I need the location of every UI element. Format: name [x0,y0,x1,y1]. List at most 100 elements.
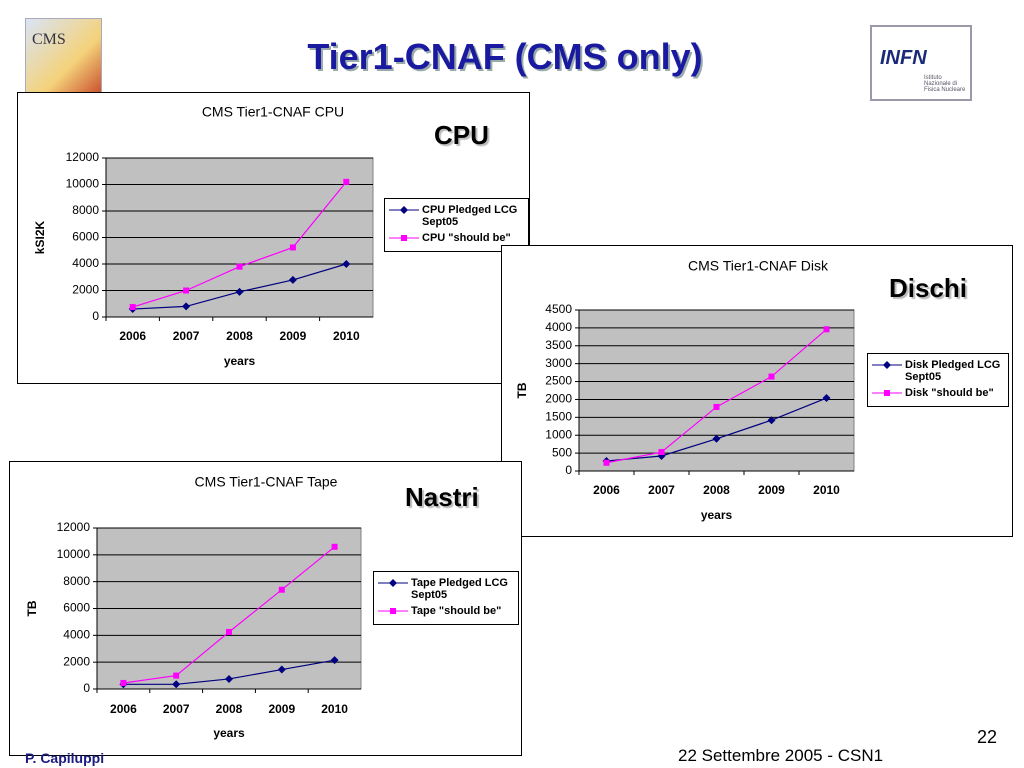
marker [289,244,296,251]
x-tick-label: 2009 [758,483,785,497]
legend-label: Tape Pledged LCG Sept05 [411,577,508,601]
marker [712,434,721,443]
x-tick-label: 2008 [703,483,730,497]
infn-logo-subtitle: Istituto Nazionale di Fisica Nucleare [924,75,966,93]
y-tick-label: 2000 [72,283,99,297]
chart-annotation: Dischi [889,273,968,303]
chart: CMS Tier1-CNAF Disk 0 500 1000 1500 2000 2500 3… [515,258,855,522]
marker [343,178,350,185]
legend-entry: Disk "should be" [872,387,1004,399]
x-tick-label: 2010 [333,329,360,343]
marker [278,586,285,593]
y-tick-label: 12000 [57,520,91,534]
marker [182,302,191,311]
y-tick-label: 1500 [545,410,572,424]
marker [342,260,351,268]
marker [129,304,136,311]
y-axis-label: kSI2K [33,220,47,254]
legend-label: Tape "should be" [411,605,502,617]
y-tick-label: 8000 [63,574,90,588]
marker [183,287,190,294]
y-axis-label: TB [25,600,39,616]
legend-swatch [378,608,408,614]
marker [400,206,408,214]
legend: CPU Pledged LCG Sept05 CPU "should be" [384,198,529,252]
chart-box: CMS Tier1-CNAF Tape 0 2000 4000 6000 8000 1000… [9,461,522,756]
infn-logo-name: INFN [880,47,927,69]
page-number: 22 [977,727,998,747]
x-tick-label: 2006 [110,702,137,716]
y-axis-label: TB [515,382,529,398]
x-axis-label: years [224,354,256,368]
marker [823,326,830,333]
marker [389,579,397,587]
x-tick-label: 2006 [593,483,620,497]
chart: CMS Tier1-CNAF Tape 0 2000 4000 6000 8000 1000… [25,474,362,740]
y-tick-label: 8000 [72,203,99,217]
chart-annotation: Nastri [405,482,479,512]
marker [235,287,244,296]
y-tick-label: 0 [565,463,572,477]
cms-logo-text: CMS [32,31,66,48]
chart-annotation: CPU [434,120,489,150]
marker [236,263,243,270]
x-tick-label: 2009 [280,329,307,343]
y-tick-label: 4000 [72,256,99,270]
marker [884,390,890,396]
footer-author: P. Capiluppi [25,750,105,766]
legend-label: CPU Pledged LCG Sept05 [422,204,518,228]
marker [330,656,339,665]
marker [390,608,396,614]
y-tick-label: 4500 [545,302,572,316]
legend: Tape Pledged LCG Sept05 Tape "should be" [373,571,519,625]
legend-swatch [378,579,408,587]
x-tick-label: 2010 [813,483,840,497]
marker [277,665,286,674]
x-tick-label: 2008 [216,702,243,716]
legend-swatch [389,206,419,214]
y-tick-label: 0 [83,681,90,695]
y-tick-label: 500 [552,445,572,459]
x-tick-label: 2007 [163,702,190,716]
x-tick-label: 2010 [321,702,348,716]
cms-logo: CMS [25,18,102,97]
x-tick-label: 2007 [173,329,200,343]
x-tick-label: 2006 [119,329,146,343]
legend-swatch [389,235,419,241]
y-tick-label: 2500 [545,374,572,388]
x-axis-label: years [213,726,245,740]
marker [172,680,181,689]
legend-entry: CPU "should be" [389,232,524,244]
y-tick-label: 3000 [545,356,572,370]
legend-entry: Tape Pledged LCG Sept05 [378,577,514,601]
y-tick-label: 1000 [545,427,572,441]
chart-title: CMS Tier1-CNAF Tape [195,474,338,490]
legend-entry: Tape "should be" [378,605,514,617]
legend-swatch [872,361,902,369]
y-tick-label: 6000 [63,601,90,615]
marker [226,628,232,635]
legend-entry: Disk Pledged LCG Sept05 [872,359,1004,383]
chart: CMS Tier1-CNAF CPU 0 2000 4000 6000 8000 10000… [33,104,374,368]
y-tick-label: 10000 [57,547,91,561]
x-tick-label: 2008 [226,329,253,343]
marker [288,275,297,284]
marker [120,679,127,686]
marker [713,403,720,410]
chart-box: CMS Tier1-CNAF CPU 0 2000 4000 6000 8000 10000… [17,92,530,384]
legend-label: Disk Pledged LCG Sept05 [905,359,1001,383]
y-tick-label: 4000 [63,628,90,642]
marker [331,543,338,550]
legend: Disk Pledged LCG Sept05 Disk "should be" [867,353,1009,407]
infn-logo: INFN Istituto Nazionale di Fisica Nuclea… [870,25,972,101]
x-tick-label: 2007 [648,483,675,497]
y-tick-label: 0 [92,309,99,323]
y-tick-label: 6000 [72,230,99,244]
y-tick-label: 2000 [63,654,90,668]
x-tick-label: 2009 [268,702,295,716]
marker [401,235,407,241]
footer-date: 22 Settembre 2005 - CSN1 [678,746,884,765]
y-tick-label: 2000 [545,392,572,406]
marker [767,416,776,425]
